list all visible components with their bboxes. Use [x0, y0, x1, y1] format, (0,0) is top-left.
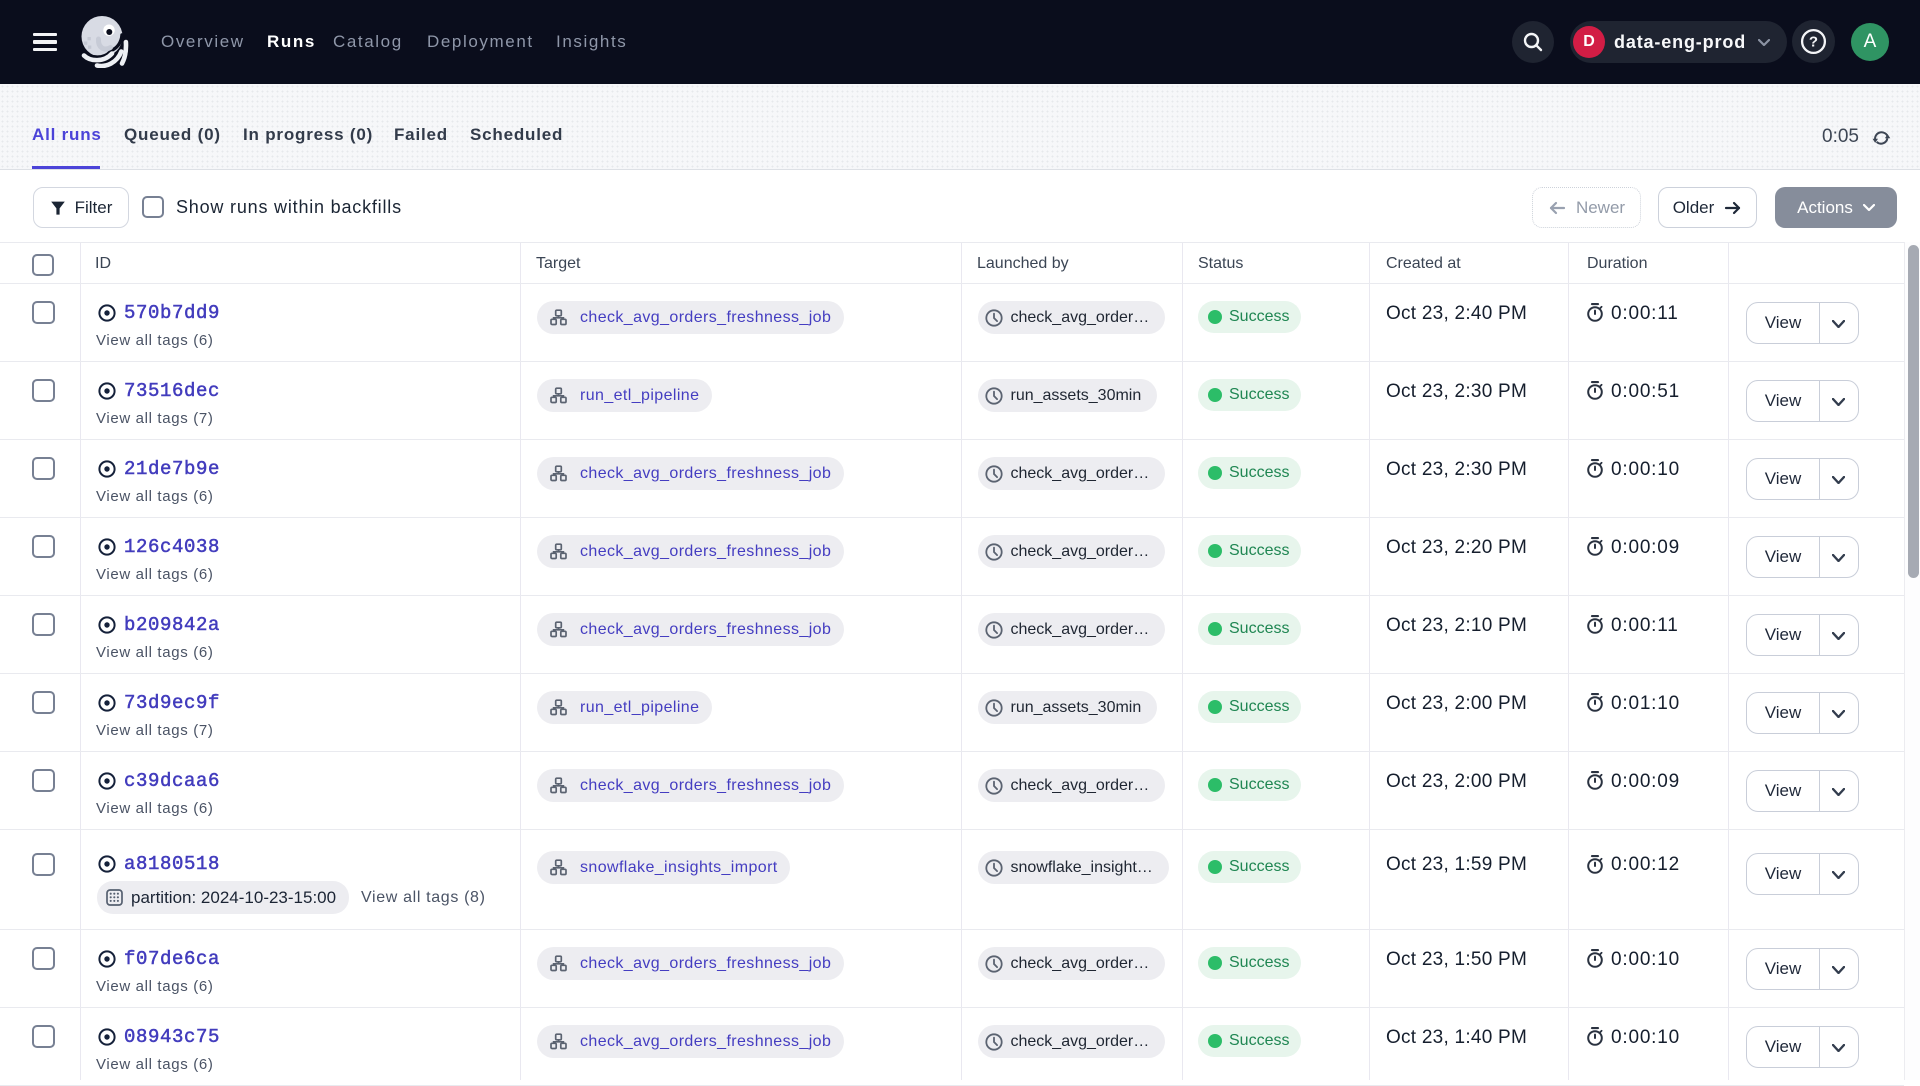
svg-text:?: ? — [1809, 34, 1818, 51]
